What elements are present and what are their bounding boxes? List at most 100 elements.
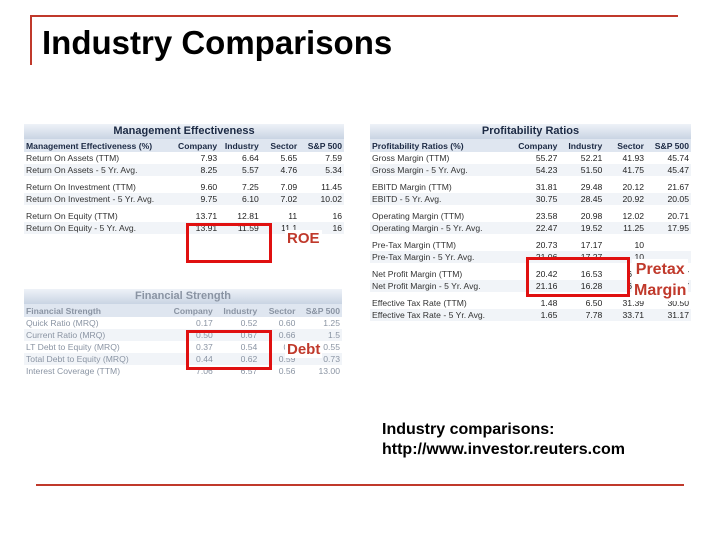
table-cell: 1.65 xyxy=(511,309,560,321)
row-label: Quick Ratio (MRQ) xyxy=(24,317,164,329)
column-header: Financial Strength xyxy=(24,304,164,317)
table-cell: 7.09 xyxy=(260,181,300,193)
row-label: Pre-Tax Margin - 5 Yr. Avg. xyxy=(370,251,512,263)
roe-highlight-box xyxy=(186,223,272,263)
table-cell: 7.93 xyxy=(171,152,220,164)
table-cell: 0.44 xyxy=(163,353,215,365)
bottom-rule xyxy=(36,484,684,486)
table-cell: 5.34 xyxy=(299,164,344,176)
table-row: EBITD - 5 Yr. Avg. 30.75 28.45 20.92 20.05 xyxy=(370,193,691,205)
row-label: EBITD - 5 Yr. Avg. xyxy=(370,193,512,205)
table-cell: 13.71 xyxy=(171,210,220,222)
table-cell: 41.75 xyxy=(604,164,647,176)
pretax-annotation-line1: Pretax xyxy=(635,261,685,278)
column-header: Industry xyxy=(219,139,261,152)
table-row: Operating Margin (TTM) 23.58 20.98 12.02 20.… xyxy=(370,210,691,222)
row-label: Return On Equity - 5 Yr. Avg. xyxy=(24,222,172,234)
table-cell: 16.53 xyxy=(559,268,605,280)
table-cell: 33.71 xyxy=(604,309,647,321)
table-cell: 23.58 xyxy=(511,210,560,222)
column-header-row: Management Effectiveness (%) Company Indus… xyxy=(24,139,344,152)
table-cell: 5.65 xyxy=(260,152,300,164)
table-cell: 45.74 xyxy=(646,152,691,164)
row-label: Operating Margin (TTM) xyxy=(370,210,512,222)
row-label: Return On Equity (TTM) xyxy=(24,210,172,222)
table-cell: 10.02 xyxy=(299,193,344,205)
column-header: Industry xyxy=(214,304,260,317)
column-header: S&P 500 xyxy=(299,139,344,152)
table-cell: 17.95 xyxy=(646,222,691,234)
column-header: S&P 500 xyxy=(646,139,691,152)
table-cell: 20.05 xyxy=(646,193,691,205)
column-header: Company xyxy=(171,139,220,152)
table-row: Return On Investment - 5 Yr. Avg. 9.75 6.1… xyxy=(24,193,344,205)
row-label: Effective Tax Rate - 5 Yr. Avg. xyxy=(370,309,512,321)
table-cell: 0.52 xyxy=(214,317,260,329)
table-cell: 0.17 xyxy=(163,317,215,329)
column-header-row: Profitability Ratios (%) Company Industry S… xyxy=(370,139,691,152)
column-header: Sector xyxy=(260,139,300,152)
table-row: Return On Assets (TTM) 7.93 6.64 5.65 7.59 xyxy=(24,152,344,164)
row-label: Net Profit Margin (TTM) xyxy=(370,268,512,280)
table-title: Management Effectiveness xyxy=(24,124,344,139)
table-row: Gross Margin - 5 Yr. Avg. 54.23 51.50 41.75… xyxy=(370,164,691,176)
table-cell: 16.28 xyxy=(559,280,605,292)
row-label: Return On Investment (TTM) xyxy=(24,181,172,193)
row-label: Return On Investment - 5 Yr. Avg. xyxy=(24,193,172,205)
table-cell: 7.59 xyxy=(299,152,344,164)
table-cell: 22.47 xyxy=(511,222,560,234)
profitability-ratios-table: Profitability Ratios Profitability Ratio… xyxy=(370,124,691,374)
table-cell: 45.47 xyxy=(646,164,691,176)
table-row: EBITD Margin (TTM) 31.81 29.48 20.12 21.67 xyxy=(370,181,691,193)
table-cell: 12.02 xyxy=(604,210,647,222)
table-row: Return On Equity (TTM) 13.71 12.81 11 16 xyxy=(24,210,344,222)
table-cell: 7.78 xyxy=(559,309,605,321)
table-row: Interest Coverage (TTM) 7.06 6.57 0.56 13.00 xyxy=(24,365,342,377)
table-row: Return On Assets - 5 Yr. Avg. 8.25 5.57 4.7… xyxy=(24,164,344,176)
table-cell: 10 xyxy=(604,239,647,251)
table-cell: 30.75 xyxy=(511,193,560,205)
table-row: Effective Tax Rate (TTM) 1.48 6.50 31.39 30.… xyxy=(370,297,691,309)
table-cell: 0.37 xyxy=(163,341,215,353)
table-cell: 0.54 xyxy=(214,341,260,353)
row-label: Total Debt to Equity (MRQ) xyxy=(24,353,164,365)
row-label: Operating Margin - 5 Yr. Avg. xyxy=(370,222,512,234)
table-cell: 20.92 xyxy=(604,193,647,205)
table-cell: 20.12 xyxy=(604,181,647,193)
column-header: Industry xyxy=(559,139,605,152)
table-cell: 6.50 xyxy=(559,297,605,309)
table-row: Effective Tax Rate - 5 Yr. Avg. 1.65 7.78 3… xyxy=(370,309,691,321)
column-header: Sector xyxy=(604,139,647,152)
table-cell: 1.48 xyxy=(511,297,560,309)
row-label: Current Ratio (MRQ) xyxy=(24,329,164,341)
management-effectiveness-table: Management Effectiveness Management Effe… xyxy=(24,124,344,274)
table-cell: 0.60 xyxy=(259,317,298,329)
table-cell: 20.71 xyxy=(646,210,691,222)
table-cell: 4.76 xyxy=(260,164,300,176)
table-cell: 1.5 xyxy=(297,329,342,341)
debt-annotation: Debt xyxy=(285,341,323,358)
slide-title: Industry Comparisons xyxy=(42,24,393,61)
row-label: Pre-Tax Margin (TTM) xyxy=(370,239,512,251)
table-cell: 6.64 xyxy=(219,152,261,164)
pretax-annotation-line2: Margin xyxy=(634,282,687,299)
table-cell: 8.25 xyxy=(171,164,220,176)
table-cell: 5.57 xyxy=(219,164,261,176)
roe-annotation: ROE xyxy=(285,230,322,247)
table-cell: 21.67 xyxy=(646,181,691,193)
table-cell: 17.17 xyxy=(559,239,605,251)
table-cell: 55.27 xyxy=(511,152,560,164)
table-cell xyxy=(646,239,691,251)
table-cell: 20.98 xyxy=(559,210,605,222)
column-header: Company xyxy=(163,304,215,317)
table-title: Financial Strength xyxy=(24,289,342,304)
table-cell: 1.25 xyxy=(297,317,342,329)
table-cell: 7.02 xyxy=(260,193,300,205)
table-cell: 9.60 xyxy=(171,181,220,193)
table-cell: 28.45 xyxy=(559,193,605,205)
table-row: Gross Margin (TTM) 55.27 52.21 41.93 45.74 xyxy=(370,152,691,164)
source-note: Industry comparisons: http://www.investo… xyxy=(382,420,625,460)
table-cell: 21.16 xyxy=(511,280,560,292)
row-label: Effective Tax Rate (TTM) xyxy=(370,297,512,309)
source-note-link[interactable]: http://www.investor.reuters.com xyxy=(382,441,626,458)
